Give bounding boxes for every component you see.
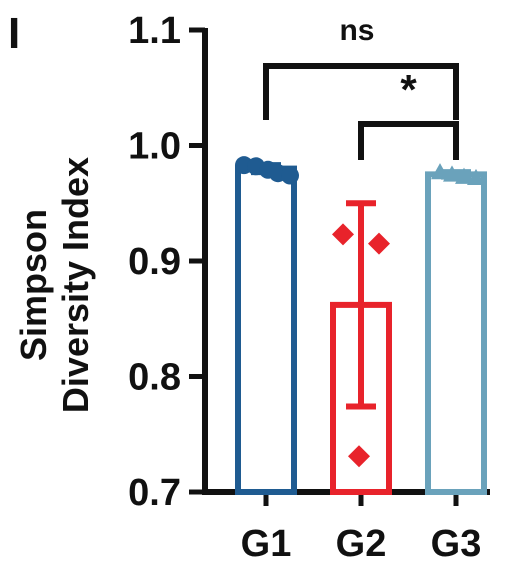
y-tick-label: 0.9 [128,241,181,283]
data-point-diamond [368,232,390,255]
y-tick-label: 1.1 [128,10,181,52]
bar [235,165,297,495]
y-tick-label: 0.8 [128,357,181,399]
significance-label: ns [339,14,374,47]
x-tick-label: G3 [431,523,482,565]
x-tick-label: G1 [241,523,292,565]
significance-layer: ns * [263,14,459,160]
points-layer [235,156,485,468]
significance-bracket [358,121,459,160]
panel-label: I [8,9,20,58]
y-axis-title-line-2: Diversity Index [55,157,96,413]
data-point-diamond [332,223,354,246]
significance-bracket [263,63,459,120]
significance-label: * [400,66,417,113]
data-point-triangle [443,165,461,182]
axes-layer: 0.7 0.8 0.9 1.0 1.1 G1 G2 G3 [128,10,490,565]
y-tick-label: 0.7 [128,472,181,514]
x-tick-label: G2 [336,523,387,565]
data-point-circle [281,166,299,185]
data-point-triangle [431,163,449,180]
bar [425,171,487,495]
y-axis-title-line-1: Simpson [13,209,54,361]
y-axis-title: Simpson Diversity Index [13,157,96,413]
data-point-triangle [467,168,485,186]
data-point-triangle [455,167,473,184]
bars-layer [235,162,487,496]
data-point-diamond [348,445,370,468]
y-tick-label: 1.0 [128,126,181,168]
